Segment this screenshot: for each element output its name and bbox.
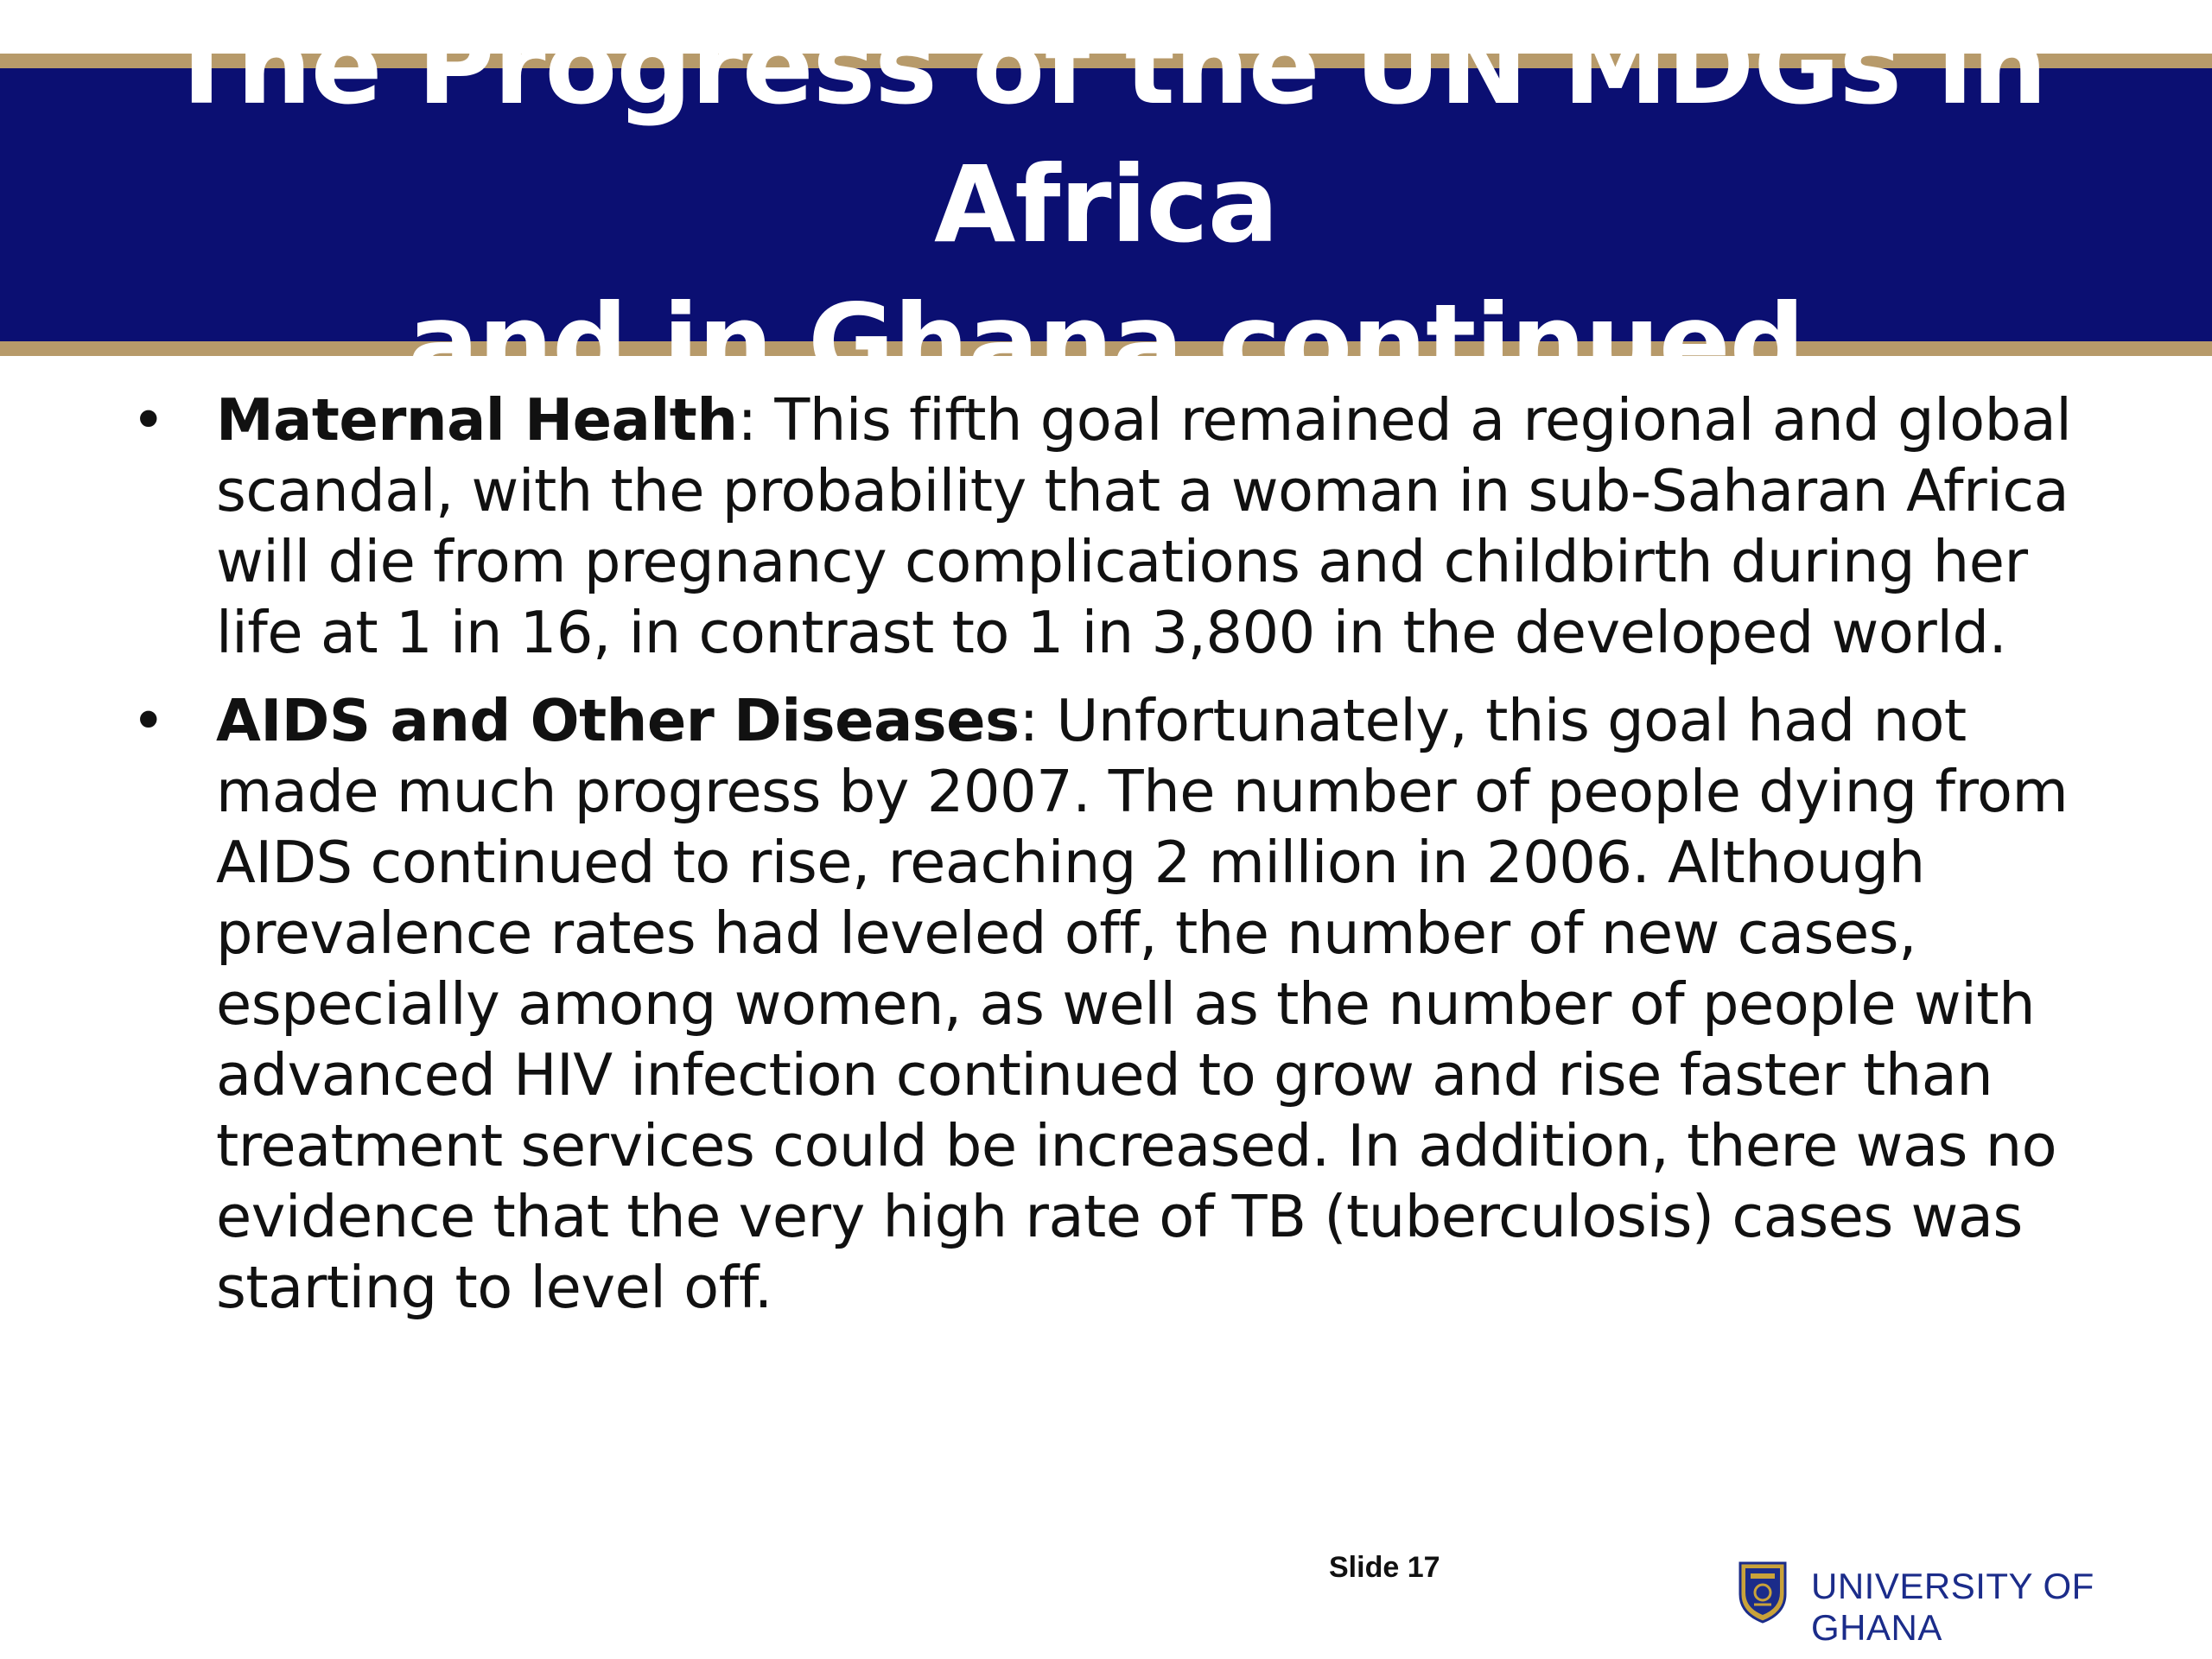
bullet-heading: AIDS and Other Diseases <box>216 687 1020 754</box>
bullet-item-aids: • AIDS and Other Diseases: Unfortunately… <box>130 685 2091 1323</box>
university-crest-icon <box>1737 1560 1789 1624</box>
slide-title-line-2: and in Ghana continued <box>407 282 1805 404</box>
slide-content: • Maternal Health: This fifth goal remai… <box>130 385 2091 1340</box>
bullet-dot: • <box>131 386 166 454</box>
title-bar: The Progress of the UN MDGs in Africa an… <box>0 5 2212 404</box>
bullet-list: • Maternal Health: This fifth goal remai… <box>130 385 2091 1323</box>
institution-name: UNIVERSITY OF GHANA <box>1811 1566 2094 1648</box>
bullet-item-maternal-health: • Maternal Health: This fifth goal remai… <box>130 385 2091 668</box>
slide-number: Slide 17 <box>1329 1551 1440 1584</box>
bullet-text: : Unfortunately, this goal had not made … <box>216 687 2069 1321</box>
bullet-text: : This fifth goal remained a regional an… <box>216 386 2072 666</box>
bullet-heading: Maternal Health <box>216 386 738 454</box>
slide-title-line-1: The Progress of the UN MDGs in Africa <box>165 5 2048 266</box>
slide-title: The Progress of the UN MDGs in Africa an… <box>43 0 2169 412</box>
bullet-dot: • <box>131 687 166 754</box>
